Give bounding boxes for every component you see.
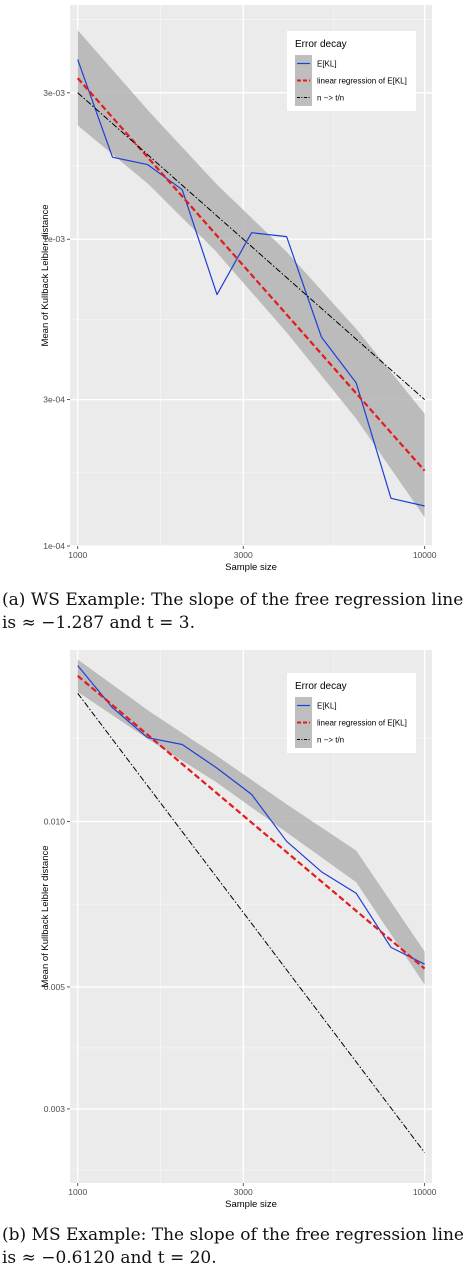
caption-b-line1: (b) MS Example: The slope of the free re… bbox=[2, 1225, 464, 1245]
legend-key-background bbox=[295, 731, 312, 748]
legend-key-background bbox=[295, 89, 312, 106]
x-tick-label: 1000 bbox=[68, 1187, 87, 1197]
legend-entry-label: linear regression of E[KL] bbox=[317, 719, 407, 728]
legend-entry-label: linear regression of E[KL] bbox=[317, 77, 407, 86]
chart-panel-b: 1000 3000 10000 0.003 0.005 0.010 Sample size M… bbox=[40, 650, 437, 1210]
series-reference-line bbox=[77, 692, 425, 1153]
y-axis-label: Mean of Kullback Leibler distance bbox=[40, 204, 51, 346]
chart-panel-a: 1000 3000 10000 1e-04 3e-04 1e-03 3e-03 Sample … bbox=[40, 5, 437, 573]
series-regression-line bbox=[76, 77, 426, 472]
series-ekl-line bbox=[77, 665, 425, 965]
x-tick-label: 10000 bbox=[413, 550, 437, 560]
y-tick-label: 3e-03 bbox=[43, 88, 65, 98]
y-tick-label: 0.010 bbox=[44, 816, 66, 826]
y-tick-label: 0.005 bbox=[44, 982, 66, 992]
legend-entry-label: E[KL] bbox=[317, 60, 337, 69]
series-ekl-line bbox=[77, 59, 425, 507]
x-tick-label: 3000 bbox=[234, 1187, 253, 1197]
x-axis-label: Sample size bbox=[225, 562, 277, 573]
x-tick-label: 3000 bbox=[234, 550, 253, 560]
caption-b-line2: is ≈ −0.6120 and t = 20. bbox=[2, 1248, 217, 1268]
y-axis-label: Mean of Kullback Leibler distance bbox=[40, 845, 51, 987]
legend: Error decay E[KL] linear regression of E[K… bbox=[287, 31, 416, 111]
legend-entry-label: n −> t/n bbox=[317, 736, 344, 745]
x-tick-label: 1000 bbox=[68, 550, 87, 560]
legend: Error decay E[KL] linear regression of E[K… bbox=[287, 673, 416, 753]
caption-a-line1: (a) WS Example: The slope of the free re… bbox=[2, 590, 463, 610]
y-tick-label: 1e-04 bbox=[43, 541, 65, 551]
legend-title: Error decay bbox=[295, 681, 347, 692]
legend-entry-label: n −> t/n bbox=[317, 94, 344, 103]
legend-entry-label: E[KL] bbox=[317, 702, 337, 711]
series-regression-line bbox=[76, 674, 426, 970]
legend-title: Error decay bbox=[295, 39, 347, 50]
x-tick-label: 10000 bbox=[413, 1187, 437, 1197]
y-tick-label: 1e-03 bbox=[43, 234, 65, 244]
x-axis-label: Sample size bbox=[225, 1199, 277, 1210]
caption-a-line2: is ≈ −1.287 and t = 3. bbox=[2, 613, 195, 633]
y-tick-label: 0.003 bbox=[44, 1104, 66, 1114]
y-tick-label: 3e-04 bbox=[43, 395, 65, 405]
series-reference-line bbox=[77, 92, 425, 400]
